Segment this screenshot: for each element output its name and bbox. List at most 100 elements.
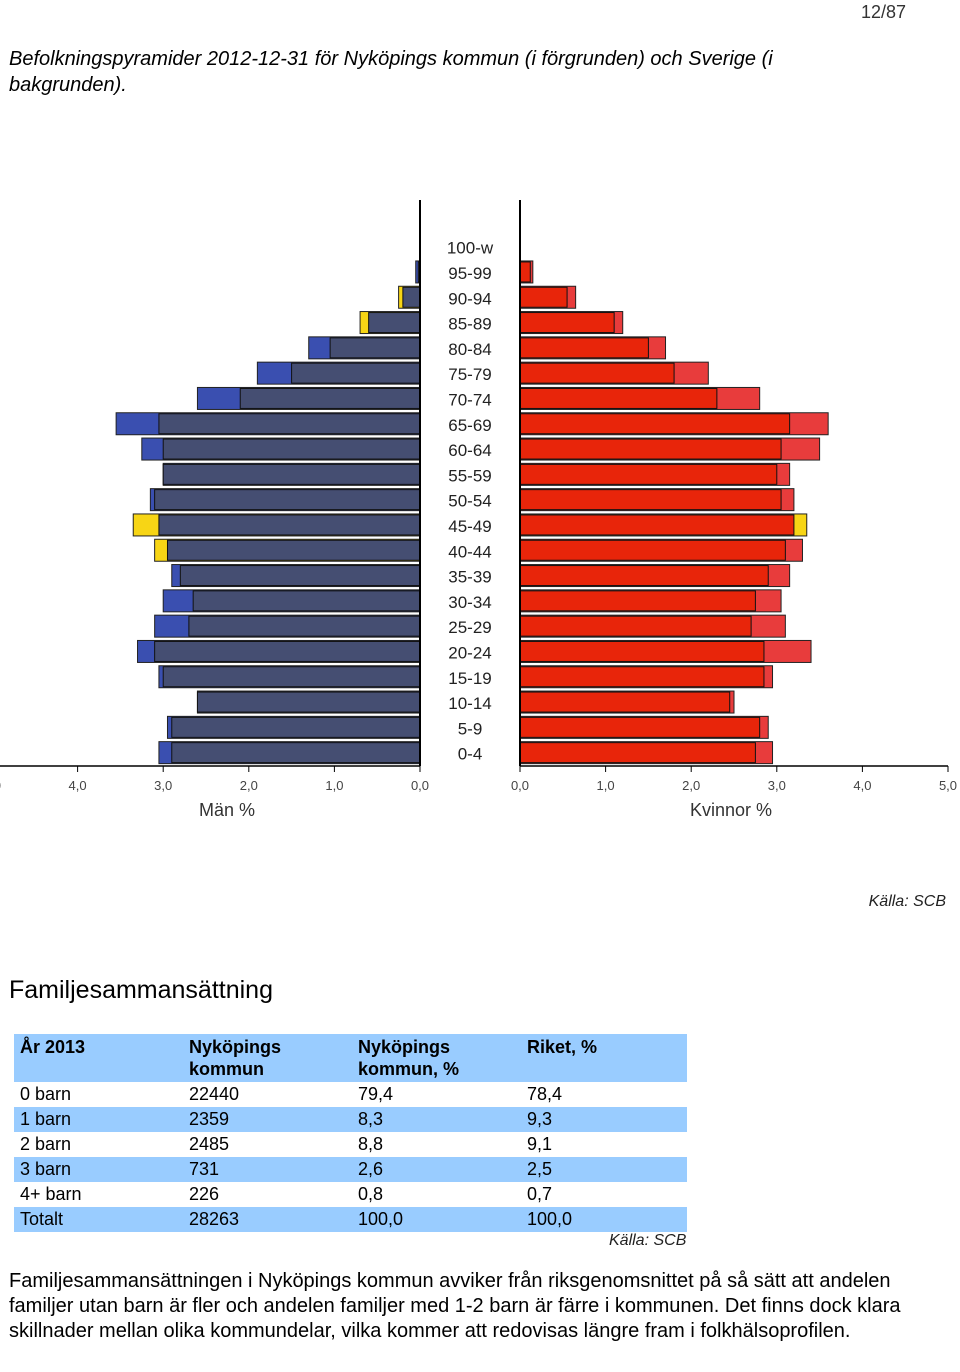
age-group-label: 80-84 bbox=[448, 340, 491, 359]
cell: 2485 bbox=[189, 1134, 230, 1154]
men-kommun-bar bbox=[171, 742, 421, 764]
population-pyramid-chart: 100-w 95-99 90-94 85-89 80-84 75-79 70-74 65-69… bbox=[0, 200, 957, 820]
age-group-label: 20-24 bbox=[448, 643, 491, 662]
bars-layer bbox=[115, 260, 829, 765]
cell: 8,8 bbox=[358, 1134, 384, 1154]
family-table: År 2013 Nyköpings kommun Nyköpings kommu… bbox=[14, 1034, 687, 1232]
men-kommun-bar bbox=[162, 438, 421, 460]
age-labels-layer: 100-w 95-99 90-94 85-89 80-84 75-79 70-74 65-69… bbox=[447, 239, 494, 764]
age-group-label: 55-59 bbox=[448, 466, 491, 485]
women-x-tick-label: 1,0 bbox=[597, 778, 615, 793]
men-kommun-bar bbox=[158, 514, 421, 536]
men-x-tick-label: 4,0 bbox=[69, 778, 87, 793]
women-kommun-bar bbox=[519, 337, 649, 359]
women-x-tick-label: 5,0 bbox=[939, 778, 957, 793]
women-x-tick-label: 3,0 bbox=[768, 778, 786, 793]
women-kommun-bar bbox=[519, 514, 795, 536]
cell: 2 barn bbox=[20, 1134, 72, 1154]
intro-text: Befolkningspyramider 2012-12-31 för Nykö… bbox=[9, 48, 773, 96]
men-x-tick-label: 0,0 bbox=[411, 778, 429, 793]
men-kommun-bar bbox=[402, 286, 421, 308]
age-group-label: 30-34 bbox=[448, 593, 491, 612]
age-group-label: 95-99 bbox=[448, 264, 491, 283]
women-kommun-bar bbox=[519, 565, 769, 587]
men-x-tick-label: 1,0 bbox=[325, 778, 343, 793]
men-kommun-bar bbox=[166, 539, 421, 561]
header-kommun: Nyköpings kommun bbox=[189, 1037, 282, 1079]
header-year: År 2013 bbox=[20, 1037, 86, 1057]
cell: 2359 bbox=[189, 1109, 230, 1129]
page-number: 12/87 bbox=[860, 2, 906, 22]
men-kommun-bar bbox=[179, 565, 421, 587]
cell: 0 barn bbox=[20, 1084, 72, 1104]
women-kommun-bar bbox=[519, 413, 791, 435]
table-row-total: Totalt 28263 100,0 100,0 bbox=[14, 1207, 687, 1232]
women-kommun-bar bbox=[519, 666, 765, 688]
table-row: 0 barn 22440 79,4 78,4 bbox=[14, 1082, 687, 1107]
cell: 731 bbox=[189, 1159, 220, 1179]
cell: 226 bbox=[189, 1184, 220, 1204]
men-axis-title: Män % bbox=[199, 800, 255, 820]
men-kommun-bar bbox=[196, 691, 421, 713]
women-kommun-bar bbox=[519, 387, 718, 409]
cell: 9,1 bbox=[527, 1134, 553, 1154]
women-kommun-bar bbox=[519, 261, 531, 283]
men-kommun-bar bbox=[158, 413, 421, 435]
cell: 0,8 bbox=[358, 1184, 384, 1204]
cell: 4+ barn bbox=[20, 1184, 82, 1204]
women-kommun-bar bbox=[519, 539, 786, 561]
men-x-tick-label: 3,0 bbox=[154, 778, 172, 793]
men-kommun-bar bbox=[154, 489, 421, 511]
age-group-label: 70-74 bbox=[448, 390, 491, 409]
women-kommun-bar bbox=[519, 463, 778, 485]
age-group-label: 10-14 bbox=[448, 694, 491, 713]
header-kommun-pct: Nyköpings kommun, % bbox=[358, 1037, 460, 1079]
cell: 100,0 bbox=[527, 1209, 573, 1229]
age-group-label: 25-29 bbox=[448, 618, 491, 637]
men-kommun-bar bbox=[162, 463, 421, 485]
women-kommun-bar bbox=[519, 438, 782, 460]
women-kommun-bar bbox=[519, 615, 752, 637]
women-kommun-bar bbox=[519, 286, 568, 308]
age-group-label: 65-69 bbox=[448, 416, 491, 435]
age-group-label: 85-89 bbox=[448, 315, 491, 334]
cell: 2,6 bbox=[358, 1159, 384, 1179]
cell: 79,4 bbox=[358, 1084, 394, 1104]
table-header-row: År 2013 Nyköpings kommun Nyköpings kommu… bbox=[14, 1034, 687, 1082]
men-x-tick-label: 5,0 bbox=[0, 778, 1, 793]
age-group-label: 90-94 bbox=[448, 289, 491, 308]
women-kommun-bar bbox=[519, 312, 615, 334]
axis-layer: 5,0 5,0 4,0 4,0 3,0 3,0 2,0 2,0 1,0 1,0 0,0 0,0 Män … bbox=[0, 200, 957, 820]
men-kommun-bar bbox=[329, 337, 421, 359]
men-kommun-bar bbox=[188, 615, 421, 637]
cell: 100,0 bbox=[358, 1209, 404, 1229]
men-kommun-bar bbox=[171, 716, 421, 738]
women-kommun-bar bbox=[519, 716, 761, 738]
women-kommun-bar bbox=[519, 362, 675, 384]
men-kommun-bar bbox=[192, 590, 421, 612]
cell: 3 barn bbox=[20, 1159, 72, 1179]
age-group-label: 15-19 bbox=[448, 669, 491, 688]
cell: 28263 bbox=[189, 1209, 240, 1229]
men-kommun-bar bbox=[239, 387, 421, 409]
women-kommun-bar bbox=[519, 640, 765, 662]
table-source: Källa: SCB bbox=[609, 1232, 687, 1249]
section-title: Familjesammansättning bbox=[9, 976, 273, 1004]
family-paragraph: Familjesammansättningen i Nyköpings komm… bbox=[9, 1270, 901, 1342]
age-group-label: 0-4 bbox=[458, 745, 483, 764]
age-group-label: 45-49 bbox=[448, 517, 491, 536]
men-kommun-bar bbox=[368, 312, 421, 334]
women-x-tick-label: 2,0 bbox=[682, 778, 700, 793]
cell: 8,3 bbox=[358, 1109, 384, 1129]
women-axis-title: Kvinnor % bbox=[690, 800, 772, 820]
chart-source: Källa: SCB bbox=[868, 893, 946, 910]
cell: 0,7 bbox=[527, 1184, 553, 1204]
cell: 2,5 bbox=[527, 1159, 553, 1179]
women-kommun-bar bbox=[519, 691, 731, 713]
header-riket-pct: Riket, % bbox=[527, 1037, 598, 1057]
cell: 9,3 bbox=[527, 1109, 553, 1129]
age-group-label: 50-54 bbox=[448, 492, 491, 511]
men-kommun-bar bbox=[291, 362, 421, 384]
cell: 1 barn bbox=[20, 1109, 72, 1129]
table-row: 4+ barn 226 0,8 0,7 bbox=[14, 1182, 687, 1207]
